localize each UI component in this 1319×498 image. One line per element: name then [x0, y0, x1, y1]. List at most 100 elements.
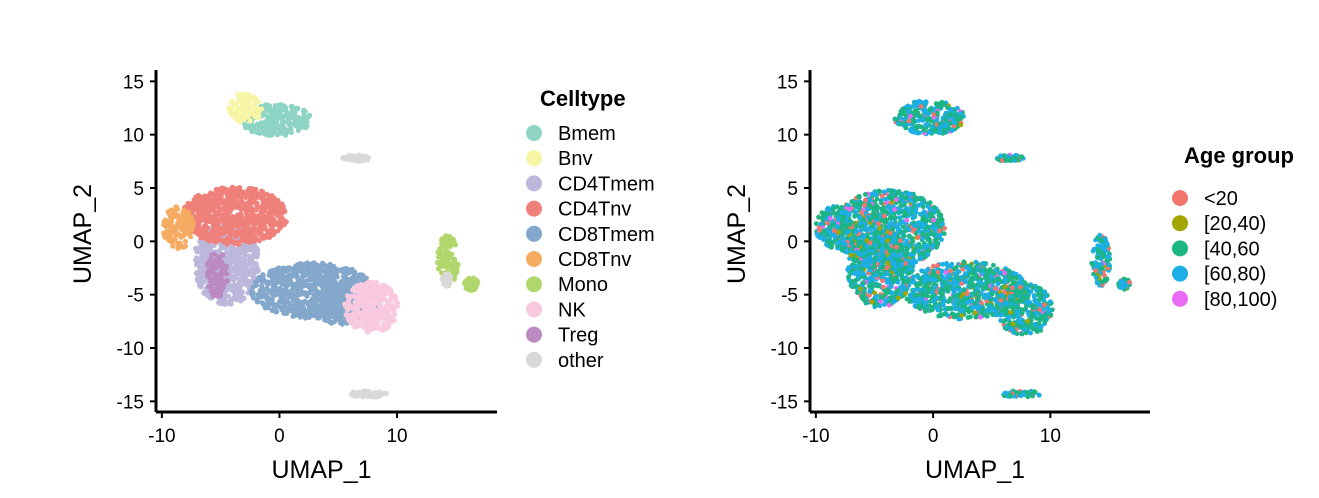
point	[913, 197, 919, 203]
point	[385, 307, 391, 313]
point	[282, 104, 288, 110]
point	[874, 206, 880, 212]
legend-label: Treg	[558, 325, 598, 347]
point	[310, 307, 316, 313]
legend-item: Bmem	[526, 123, 616, 145]
point	[951, 120, 957, 126]
point	[303, 125, 309, 131]
point	[283, 130, 289, 137]
point	[280, 208, 286, 214]
point	[369, 283, 375, 289]
point	[279, 115, 286, 121]
point	[903, 125, 909, 131]
point	[217, 225, 223, 231]
y-tick-label: -10	[117, 339, 144, 360]
point	[194, 270, 200, 276]
point	[200, 226, 206, 232]
point	[287, 301, 293, 307]
point	[389, 304, 395, 310]
point	[439, 236, 445, 242]
x-tick-label: 0	[274, 426, 285, 447]
legend-title: Celltype	[540, 86, 626, 111]
point	[274, 116, 280, 122]
point	[908, 113, 913, 119]
point	[165, 223, 171, 229]
point	[236, 97, 242, 103]
y-tick-label: -15	[117, 392, 144, 413]
x-tick-label: -10	[148, 426, 175, 447]
point	[935, 209, 941, 214]
point	[250, 226, 256, 232]
point	[313, 274, 320, 280]
legend-marker	[526, 276, 542, 293]
point	[289, 103, 295, 109]
point	[343, 268, 349, 274]
point	[937, 228, 943, 234]
point	[282, 301, 288, 307]
point	[316, 310, 322, 316]
point	[219, 270, 225, 276]
point	[340, 287, 346, 293]
legend-label: NK	[558, 299, 586, 321]
point	[262, 119, 268, 125]
point	[351, 293, 357, 299]
point	[313, 279, 319, 285]
point	[231, 277, 237, 283]
point	[314, 266, 320, 272]
point	[200, 279, 206, 285]
point	[892, 215, 898, 221]
point	[929, 211, 935, 217]
point	[267, 268, 273, 275]
point	[917, 130, 922, 136]
point	[272, 305, 278, 311]
point	[330, 298, 336, 304]
legend-marker	[526, 175, 542, 192]
point	[935, 219, 941, 225]
point	[276, 200, 282, 207]
point	[361, 310, 367, 316]
point	[182, 238, 189, 244]
point	[343, 154, 349, 160]
point	[228, 247, 234, 253]
point	[227, 254, 233, 260]
point	[351, 286, 357, 292]
point	[240, 200, 246, 206]
point	[208, 232, 215, 238]
point	[910, 236, 915, 241]
point	[288, 114, 294, 120]
point	[329, 303, 335, 309]
point	[924, 116, 930, 122]
point	[306, 284, 312, 290]
legend: CelltypeBmemBnvCD4TmemCD4TnvCD8TmemCD8Tn…	[526, 86, 655, 372]
point	[439, 260, 445, 267]
point	[244, 282, 250, 288]
point	[213, 265, 219, 271]
point	[295, 116, 301, 122]
point	[260, 189, 266, 195]
point	[227, 107, 233, 113]
point	[331, 288, 337, 294]
point	[439, 240, 445, 246]
point	[269, 276, 276, 282]
point	[236, 279, 243, 285]
legend-marker	[526, 251, 542, 267]
point	[235, 271, 241, 277]
point	[302, 298, 308, 304]
point	[916, 248, 921, 254]
point	[949, 112, 954, 117]
point	[301, 112, 307, 118]
point	[248, 102, 254, 108]
point	[343, 281, 349, 287]
point	[252, 98, 258, 104]
point	[286, 119, 292, 125]
point	[249, 128, 255, 134]
point	[371, 307, 377, 313]
point	[250, 246, 256, 252]
point	[244, 248, 250, 254]
age-points	[813, 98, 1132, 400]
point	[329, 320, 335, 326]
point	[862, 202, 868, 208]
point	[295, 268, 301, 274]
point	[863, 192, 868, 197]
